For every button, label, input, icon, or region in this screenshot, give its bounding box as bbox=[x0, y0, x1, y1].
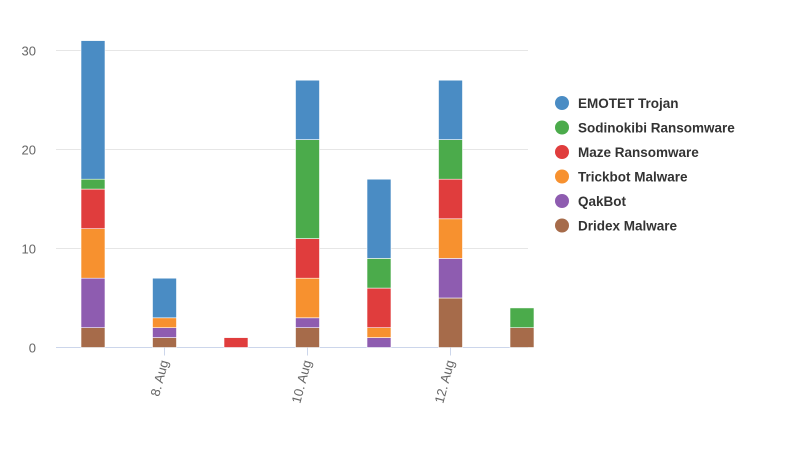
legend-label-emotet-trojan: EMOTET Trojan bbox=[578, 96, 679, 111]
bar-segment-maze-ransomware bbox=[438, 178, 463, 220]
x-tick-label: 8. Aug bbox=[147, 358, 171, 398]
legend-label-dridex-malware: Dridex Malware bbox=[578, 219, 678, 234]
legend-swatch-dridex-malware bbox=[555, 218, 569, 233]
bar-segment-trickbot-malware bbox=[80, 228, 106, 279]
y-tick-label: 0 bbox=[29, 341, 36, 356]
legend-swatch-trickbot-malware bbox=[555, 169, 569, 184]
bar-segment-maze-ransomware bbox=[80, 188, 106, 230]
x-tick-label: 10. Aug bbox=[288, 358, 314, 404]
legend-label-qakbot: QakBot bbox=[578, 194, 627, 209]
bar-segment-emotet-trojan bbox=[80, 40, 106, 180]
bar-segment-dridex-malware bbox=[438, 297, 463, 348]
bar-segment-emotet-trojan bbox=[438, 79, 463, 140]
bar-segment-sodinokibi-ransomware bbox=[366, 258, 392, 289]
bar-segment-qakbot bbox=[295, 317, 320, 328]
legend-swatch-sodinokibi-ransomware bbox=[555, 120, 569, 135]
bar-segment-emotet-trojan bbox=[366, 178, 392, 259]
bar-segment-maze-ransomware bbox=[366, 287, 392, 329]
y-tick-label: 10 bbox=[22, 242, 36, 257]
bar-segment-trickbot-malware bbox=[295, 277, 320, 319]
legend-label-sodinokibi-ransomware: Sodinokibi Ransomware bbox=[578, 121, 735, 136]
bar-segment-qakbot bbox=[438, 258, 463, 299]
bar-segment-trickbot-malware bbox=[152, 317, 177, 328]
bar-segment-sodinokibi-ransomware bbox=[509, 307, 535, 328]
bar-segment-sodinokibi-ransomware bbox=[438, 139, 463, 180]
bar-segment-qakbot bbox=[152, 327, 177, 338]
y-axis-tick-labels: 0 10 20 30 bbox=[22, 44, 36, 356]
bar-segment-qakbot bbox=[366, 337, 392, 348]
bar-segment-maze-ransomware bbox=[295, 238, 320, 279]
bar-segment-emotet-trojan bbox=[152, 277, 177, 319]
x-axis-tick-labels: 8. Aug 10. Aug 12. Aug bbox=[147, 347, 457, 405]
bar-segment-dridex-malware bbox=[295, 327, 320, 348]
bar-segment-dridex-malware bbox=[509, 327, 535, 348]
bar-segment-sodinokibi-ransomware bbox=[80, 178, 106, 190]
legend: EMOTET Trojan Sodinokibi Ransomware Maze R… bbox=[555, 96, 735, 234]
bar-segment-trickbot-malware bbox=[366, 327, 392, 338]
x-tick-label: 12. Aug bbox=[431, 358, 457, 404]
y-tick-label: 30 bbox=[22, 44, 36, 59]
legend-label-trickbot-malware: Trickbot Malware bbox=[578, 170, 688, 185]
legend-swatch-qakbot bbox=[555, 194, 569, 208]
bar-segment-dridex-malware bbox=[80, 327, 106, 348]
bar-segment-sodinokibi-ransomware bbox=[295, 139, 320, 239]
bar-segment-maze-ransomware bbox=[223, 337, 249, 348]
bar-segment-emotet-trojan bbox=[295, 79, 320, 140]
legend-swatch-maze-ransomware bbox=[555, 145, 569, 159]
y-tick-label: 20 bbox=[22, 143, 36, 158]
legend-swatch-emotet-trojan bbox=[555, 96, 569, 110]
bar-segment-qakbot bbox=[80, 277, 106, 329]
bar-segment-trickbot-malware bbox=[438, 218, 463, 259]
bar-segment-dridex-malware bbox=[152, 337, 177, 348]
legend-label-maze-ransomware: Maze Ransomware bbox=[578, 145, 699, 160]
bars bbox=[80, 40, 535, 348]
